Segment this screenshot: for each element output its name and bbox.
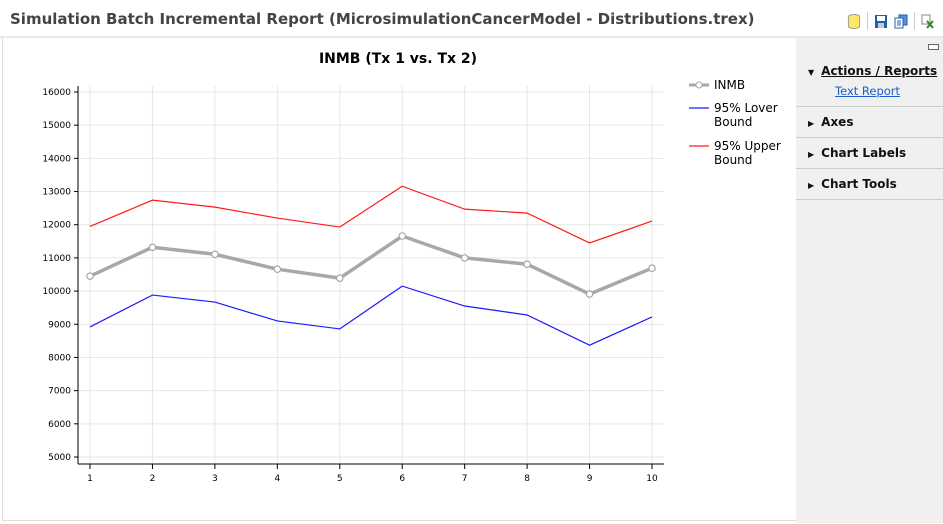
x-tick-label: 6	[399, 474, 405, 484]
inmb-point	[148, 243, 157, 252]
inmb-point	[398, 232, 407, 240]
y-tick-label: 8000	[48, 353, 71, 363]
sidebar: ▼ Actions / Reports Text Report ▶ Axes ▶ Ch…	[796, 38, 943, 523]
y-tick-label: 10000	[42, 287, 71, 297]
y-tick-label: 16000	[42, 88, 71, 98]
y-tick-label: 13000	[42, 188, 71, 198]
legend-marker	[695, 81, 703, 89]
triangle-right-icon: ▶	[808, 181, 815, 190]
inmb-point	[648, 264, 656, 272]
y-tick-label: 7000	[48, 387, 71, 397]
x-tick-label: 7	[462, 474, 468, 484]
section-label: Chart Tools	[821, 177, 897, 191]
y-tick-label: 12000	[42, 221, 71, 231]
legend-label: INMB	[714, 78, 745, 92]
x-tick-label: 9	[587, 474, 593, 484]
excel-export-icon[interactable]	[921, 14, 935, 29]
chart-area: INMB (Tx 1 vs. Tx 2) 5000 6000 7000 8000 9000…	[2, 38, 796, 521]
inmb-point	[460, 254, 469, 262]
section-chart-tools[interactable]: ▶ Chart Tools	[796, 169, 943, 200]
x-tick-label: 8	[524, 474, 530, 484]
inmb-point	[585, 290, 594, 298]
x-tick-label: 10	[646, 474, 658, 484]
y-tick-label: 14000	[42, 154, 71, 164]
series-line-0	[89, 234, 653, 296]
triangle-down-icon: ▼	[808, 68, 815, 77]
inmb-line-chart: INMB (Tx 1 vs. Tx 2) 5000 6000 7000 8000 9000…	[42, 51, 781, 484]
section-label: Chart Labels	[821, 146, 907, 160]
inmb-point	[211, 250, 219, 259]
y-tick-label: 9000	[48, 320, 71, 330]
title-bar: Simulation Batch Incremental Report (Mic…	[0, 0, 943, 38]
x-tick-label: 5	[337, 474, 343, 484]
text-report-link[interactable]: Text Report	[835, 84, 901, 98]
copy-icon[interactable]	[894, 14, 908, 29]
section-chart-labels[interactable]: ▶ Chart Labels	[796, 138, 943, 169]
chart-title: INMB (Tx 1 vs. Tx 2)	[319, 51, 477, 67]
y-tick-label: 11000	[42, 254, 71, 264]
database-icon[interactable]	[847, 13, 861, 29]
legend-label: 95% Upper Bound	[714, 139, 781, 167]
section-label: Actions / Reports	[821, 64, 938, 78]
series-line-1	[89, 285, 653, 346]
save-icon[interactable]	[874, 14, 888, 29]
x-tick-label: 2	[150, 474, 156, 484]
inmb-point	[523, 260, 531, 269]
inmb-point	[86, 272, 94, 280]
series-line-2	[89, 185, 653, 244]
separator	[914, 12, 915, 30]
minimize-icon[interactable]	[928, 44, 939, 50]
window-title: Simulation Batch Incremental Report (Mic…	[10, 10, 755, 28]
x-tick-label: 1	[87, 474, 93, 484]
triangle-right-icon: ▶	[808, 119, 815, 128]
inmb-point	[335, 274, 344, 282]
section-axes[interactable]: ▶ Axes	[796, 107, 943, 138]
separator	[867, 12, 868, 30]
section-label: Axes	[821, 115, 854, 129]
inmb-point	[273, 265, 282, 273]
y-tick-label: 15000	[42, 121, 71, 131]
legend-label: 95% Lover Bound	[714, 101, 778, 129]
x-tick-label: 4	[274, 474, 280, 484]
y-tick-label: 5000	[48, 453, 71, 463]
x-tick-label: 3	[212, 474, 218, 484]
y-tick-label: 6000	[48, 420, 71, 430]
section-actions-reports[interactable]: ▼ Actions / Reports Text Report	[796, 56, 943, 107]
triangle-right-icon: ▶	[808, 150, 815, 159]
